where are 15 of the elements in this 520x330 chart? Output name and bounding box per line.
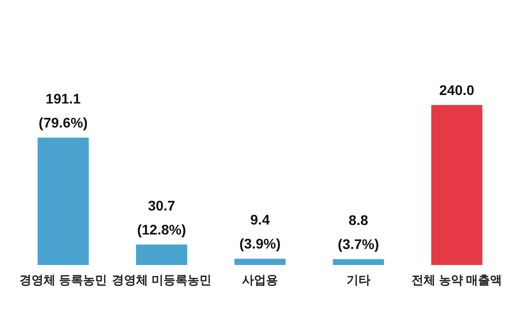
x-tick-label: 사업용 [242,273,278,287]
data-label: 191.1 (79.6%) [38,90,88,131]
bar [38,138,89,265]
bar [431,105,482,265]
x-tick-label: 경영체 등록농민 [20,273,107,287]
bar [136,244,188,265]
data-label: 9.4 (3.9%) [239,212,281,252]
data-label: 30.7 (12.8%) [137,198,186,238]
data-label: 8.8 (3.7%) [338,212,380,252]
bar [234,258,286,265]
x-tick-label: 전체 농약 매출액 [411,273,502,287]
bar [332,259,384,265]
data-label: 240.0 [439,82,475,98]
x-tick-label: 경영체 미등록농민 [112,273,212,287]
x-tick-label: 기타 [346,273,370,287]
